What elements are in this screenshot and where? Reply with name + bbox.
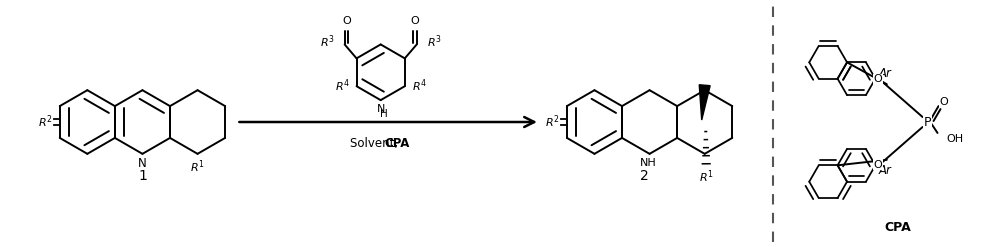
Text: $R^4$: $R^4$ (335, 77, 350, 94)
Text: O: O (873, 160, 882, 170)
Text: O: O (411, 16, 419, 25)
Text: 1: 1 (138, 169, 147, 183)
Text: N: N (376, 104, 385, 114)
Text: NH: NH (640, 158, 657, 168)
Text: CPA: CPA (884, 221, 911, 234)
Text: H: H (380, 109, 388, 119)
Text: $R^3$: $R^3$ (427, 33, 441, 50)
Text: O: O (342, 16, 351, 25)
Text: P: P (924, 116, 931, 128)
Text: O: O (939, 97, 948, 107)
Text: Ar: Ar (878, 164, 891, 177)
Text: O: O (873, 74, 882, 84)
Text: $R^1$: $R^1$ (190, 159, 205, 175)
Text: OH: OH (946, 134, 964, 144)
Text: Solvent,: Solvent, (350, 137, 402, 150)
Text: N: N (138, 157, 147, 170)
Polygon shape (699, 85, 710, 120)
Text: $R^2$: $R^2$ (38, 114, 53, 130)
Text: $R^3$: $R^3$ (320, 33, 335, 50)
Text: $R^2$: $R^2$ (545, 114, 560, 130)
Text: $R^4$: $R^4$ (412, 77, 427, 94)
Text: 2: 2 (640, 169, 649, 183)
Text: CPA: CPA (384, 137, 410, 150)
Text: $R^1$: $R^1$ (699, 169, 714, 185)
Text: Ar: Ar (878, 67, 891, 80)
